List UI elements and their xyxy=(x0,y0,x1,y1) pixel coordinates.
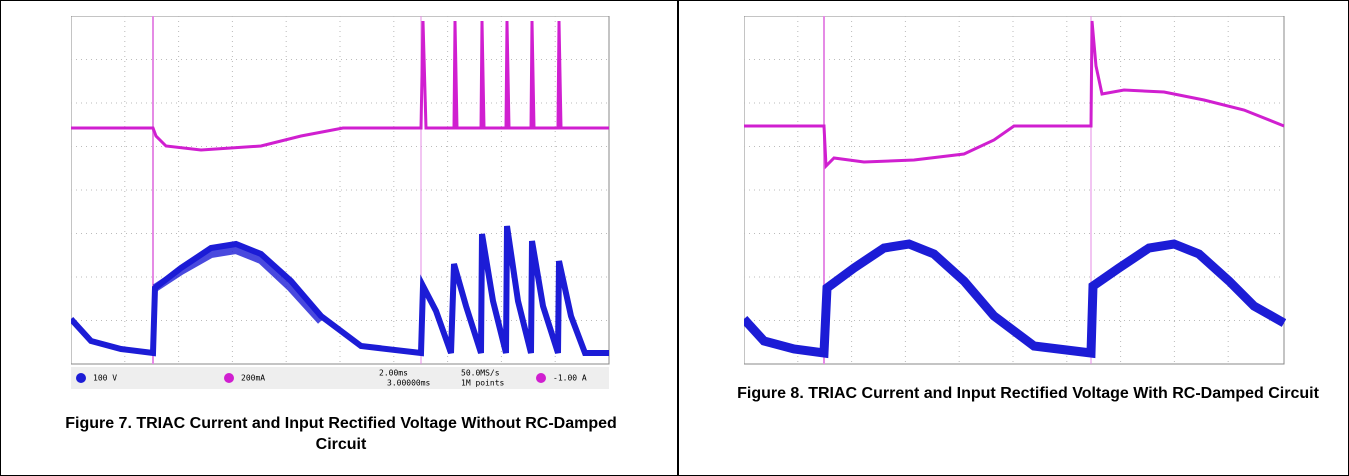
scope-figure-7: 100 V 200mA 2.00ms 3.00000ms 50.0MS/s 1M… xyxy=(71,16,611,391)
status-text: 3.00000ms xyxy=(387,379,431,388)
figure-caption: Figure 7. TRIAC Current and Input Rectif… xyxy=(61,413,621,455)
status-text: 200mA xyxy=(241,374,265,383)
page: 100 V 200mA 2.00ms 3.00000ms 50.0MS/s 1M… xyxy=(0,0,1349,476)
status-text: 100 V xyxy=(93,374,117,383)
figure-cell: 100 V 200mA 2.00ms 3.00000ms 50.0MS/s 1M… xyxy=(0,0,679,476)
figure-caption: Figure 8. TRIAC Current and Input Rectif… xyxy=(728,383,1328,404)
status-text: 1M points xyxy=(461,379,505,388)
status-text: 50.0MS/s xyxy=(461,369,500,378)
status-text: -1.00 A xyxy=(553,374,587,383)
figure-cell: Figure 8. TRIAC Current and Input Rectif… xyxy=(677,0,1349,476)
scope-figure-8 xyxy=(744,16,1286,366)
status-text: 2.00ms xyxy=(379,369,408,378)
